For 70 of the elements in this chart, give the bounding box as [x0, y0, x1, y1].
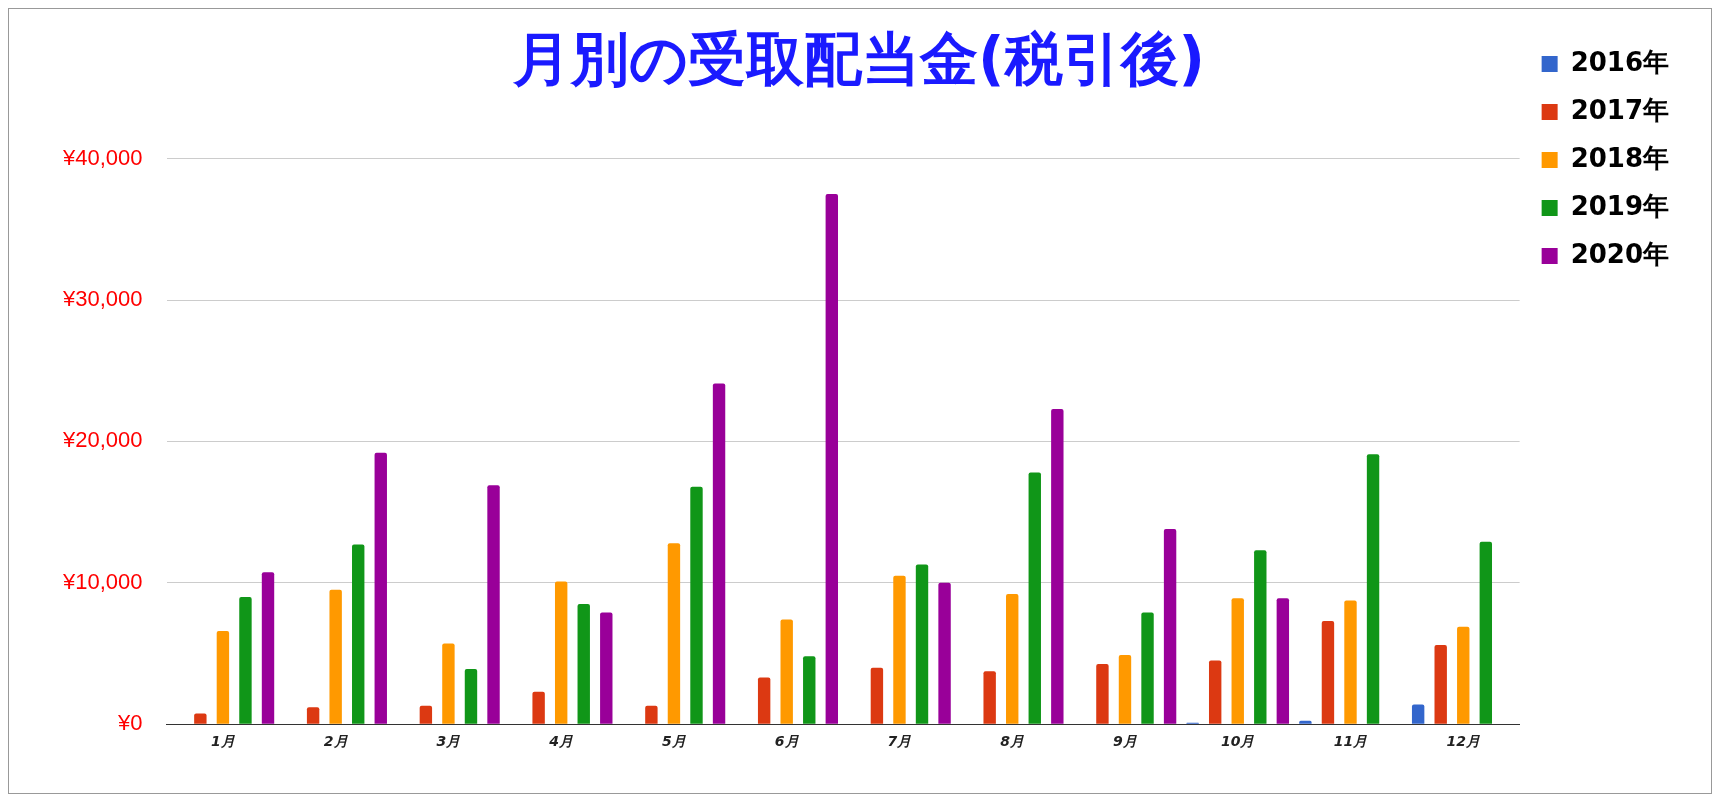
x-tick-label: 10月	[1221, 733, 1255, 750]
bar	[667, 543, 681, 724]
x-tick-label: 8月	[1000, 733, 1025, 750]
legend-label: 2016年	[1570, 46, 1670, 77]
bar	[464, 669, 478, 724]
x-tick-label: 5月	[662, 733, 686, 750]
bar	[487, 485, 500, 724]
bar	[690, 486, 703, 724]
x-tick-label: 6月	[774, 733, 799, 750]
bar	[352, 544, 365, 724]
legend-label: 2018年	[1570, 142, 1670, 173]
x-tick-label: 4月	[548, 733, 574, 750]
legend-label: 2017年	[1570, 94, 1670, 125]
bar	[1141, 612, 1154, 724]
y-tick-label: ¥10,000	[61, 568, 143, 594]
bar	[1366, 454, 1380, 724]
y-tick-label: ¥20,000	[61, 427, 143, 453]
bar	[1118, 654, 1132, 724]
bar	[1006, 594, 1019, 724]
x-tick-label: 9月	[1113, 733, 1137, 750]
bar	[1096, 664, 1109, 724]
bar	[780, 619, 793, 724]
bar	[1344, 600, 1357, 724]
bar	[870, 667, 884, 724]
bar	[419, 705, 433, 724]
bar	[1411, 704, 1425, 724]
x-tick-label: 7月	[887, 733, 912, 750]
bar	[1434, 645, 1447, 724]
bar	[1231, 598, 1244, 724]
bar	[600, 612, 613, 724]
x-tick-label: 2月	[323, 733, 348, 750]
bar	[893, 575, 906, 724]
y-tick-label: ¥40,000	[61, 144, 143, 170]
bar	[442, 643, 455, 724]
bar	[329, 589, 342, 724]
bar	[712, 383, 726, 724]
bar	[239, 596, 252, 724]
bar	[1457, 626, 1470, 724]
bar	[803, 656, 816, 724]
x-tick-label: 3月	[436, 733, 461, 750]
bar	[1276, 598, 1290, 724]
bar	[194, 713, 207, 724]
bar	[554, 581, 568, 724]
chart-title: 月別の受取配当金(税引後)	[511, 24, 1206, 93]
y-tick-label: ¥30,000	[61, 286, 143, 312]
bar	[1321, 620, 1335, 724]
bar	[577, 604, 590, 724]
bar	[1163, 529, 1177, 724]
bar	[532, 691, 545, 724]
bar	[757, 677, 771, 724]
x-tick-label: 12月	[1446, 733, 1480, 750]
x-tick-label: 1月	[211, 733, 235, 750]
bar	[983, 671, 996, 724]
bar	[825, 193, 839, 724]
bar	[306, 707, 320, 724]
legend-label: 2019年	[1570, 190, 1670, 221]
bar	[261, 572, 275, 724]
y-tick-label: ¥0	[117, 710, 143, 736]
bar	[1479, 541, 1493, 724]
legend-label: 2020年	[1570, 238, 1670, 269]
bar	[1051, 408, 1064, 724]
bar	[645, 705, 658, 724]
bar	[374, 452, 387, 724]
bar	[938, 582, 951, 724]
bar	[1254, 550, 1267, 724]
bar	[1028, 472, 1041, 724]
bar	[1208, 660, 1222, 724]
x-tick-label: 11月	[1333, 733, 1368, 750]
bar	[216, 630, 230, 724]
bar	[915, 564, 929, 724]
